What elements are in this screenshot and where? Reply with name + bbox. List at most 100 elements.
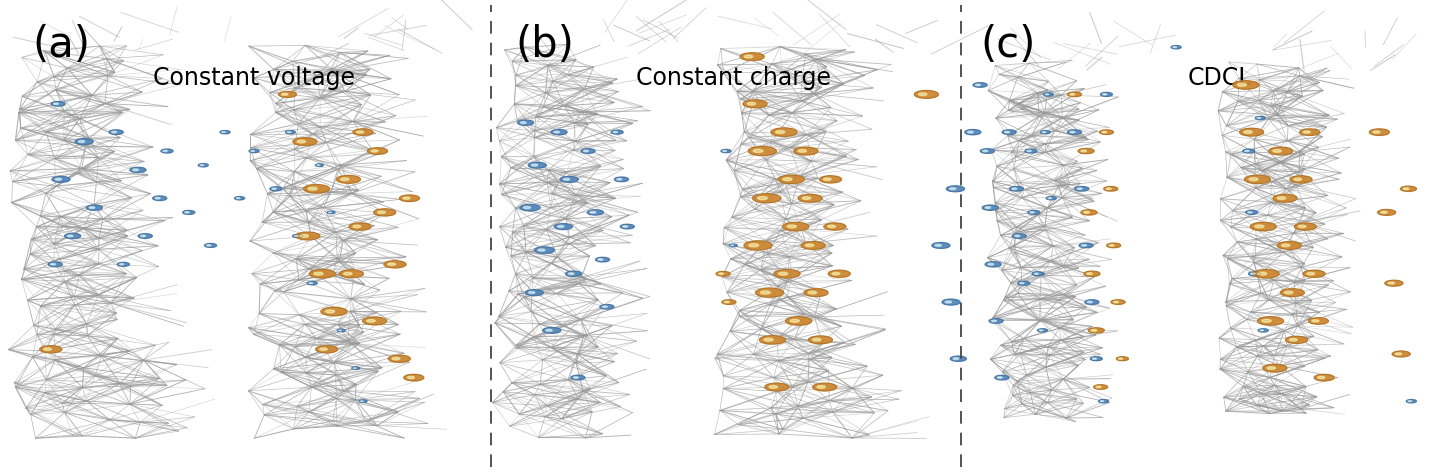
Circle shape <box>221 131 229 134</box>
Circle shape <box>945 301 951 303</box>
Circle shape <box>1114 301 1118 303</box>
Text: Constant voltage: Constant voltage <box>152 66 356 90</box>
Circle shape <box>1067 92 1082 97</box>
Circle shape <box>1298 225 1305 228</box>
Circle shape <box>308 187 317 190</box>
Circle shape <box>152 196 167 201</box>
Circle shape <box>935 244 941 246</box>
Circle shape <box>590 211 595 213</box>
Circle shape <box>353 225 360 228</box>
Circle shape <box>1041 131 1050 134</box>
Circle shape <box>568 273 574 275</box>
Circle shape <box>404 374 424 381</box>
Circle shape <box>1250 273 1255 274</box>
Circle shape <box>1088 328 1105 333</box>
Circle shape <box>950 356 967 362</box>
Circle shape <box>1102 131 1106 133</box>
Circle shape <box>1249 272 1260 276</box>
Circle shape <box>1106 188 1111 190</box>
Circle shape <box>109 130 123 135</box>
Circle shape <box>1048 198 1051 199</box>
Circle shape <box>1233 81 1259 89</box>
Circle shape <box>48 262 62 267</box>
Circle shape <box>315 164 324 167</box>
Circle shape <box>617 178 621 180</box>
Circle shape <box>1243 149 1255 153</box>
Circle shape <box>1374 131 1379 133</box>
Circle shape <box>1314 374 1334 381</box>
Circle shape <box>600 304 614 309</box>
Circle shape <box>1369 129 1390 135</box>
Circle shape <box>794 147 817 155</box>
Circle shape <box>287 132 290 133</box>
Circle shape <box>919 93 926 96</box>
Circle shape <box>357 131 363 133</box>
Circle shape <box>1117 357 1128 361</box>
Text: CDCL: CDCL <box>1188 66 1252 90</box>
Circle shape <box>809 336 832 344</box>
Circle shape <box>982 205 999 211</box>
Circle shape <box>752 194 781 203</box>
Circle shape <box>526 290 543 295</box>
Circle shape <box>546 329 552 331</box>
Circle shape <box>327 211 335 214</box>
Circle shape <box>1273 194 1297 202</box>
Circle shape <box>163 150 167 152</box>
Circle shape <box>520 204 540 211</box>
Circle shape <box>722 150 730 152</box>
Circle shape <box>67 235 73 237</box>
Circle shape <box>321 307 347 316</box>
Circle shape <box>1260 330 1263 331</box>
Circle shape <box>44 348 51 350</box>
Circle shape <box>584 150 588 152</box>
Circle shape <box>1244 150 1249 152</box>
Circle shape <box>967 131 973 133</box>
Circle shape <box>1249 178 1257 181</box>
Circle shape <box>563 178 569 180</box>
Circle shape <box>976 84 980 86</box>
Circle shape <box>719 273 723 275</box>
Circle shape <box>1032 272 1044 276</box>
Circle shape <box>1246 211 1257 214</box>
Circle shape <box>983 150 987 152</box>
Circle shape <box>806 244 813 247</box>
Circle shape <box>832 272 839 275</box>
Circle shape <box>1104 186 1118 191</box>
Circle shape <box>973 83 987 87</box>
Circle shape <box>309 283 312 284</box>
Circle shape <box>1070 93 1074 95</box>
Circle shape <box>1253 270 1279 278</box>
Circle shape <box>1173 47 1176 48</box>
Circle shape <box>823 223 847 230</box>
Circle shape <box>995 375 1009 380</box>
Circle shape <box>1244 175 1270 184</box>
Text: Constant charge: Constant charge <box>636 66 831 90</box>
Circle shape <box>270 187 282 191</box>
Circle shape <box>1045 94 1048 95</box>
Circle shape <box>1086 273 1092 275</box>
Circle shape <box>1256 117 1265 119</box>
Circle shape <box>55 178 61 180</box>
Circle shape <box>1019 282 1024 284</box>
Circle shape <box>998 377 1002 379</box>
Circle shape <box>383 261 407 268</box>
Circle shape <box>1047 197 1056 200</box>
Circle shape <box>337 329 346 332</box>
Circle shape <box>980 149 995 153</box>
Circle shape <box>722 300 736 304</box>
Circle shape <box>813 338 820 341</box>
Circle shape <box>598 259 603 261</box>
Circle shape <box>1005 131 1009 133</box>
Circle shape <box>774 270 800 278</box>
Circle shape <box>301 235 308 237</box>
Circle shape <box>517 120 534 126</box>
Circle shape <box>1289 338 1297 341</box>
Circle shape <box>1109 244 1114 246</box>
Circle shape <box>1101 93 1112 96</box>
Circle shape <box>799 150 806 152</box>
Circle shape <box>783 222 809 231</box>
Circle shape <box>1092 358 1096 359</box>
Circle shape <box>1085 300 1099 304</box>
Circle shape <box>1079 243 1093 248</box>
Circle shape <box>764 338 772 341</box>
